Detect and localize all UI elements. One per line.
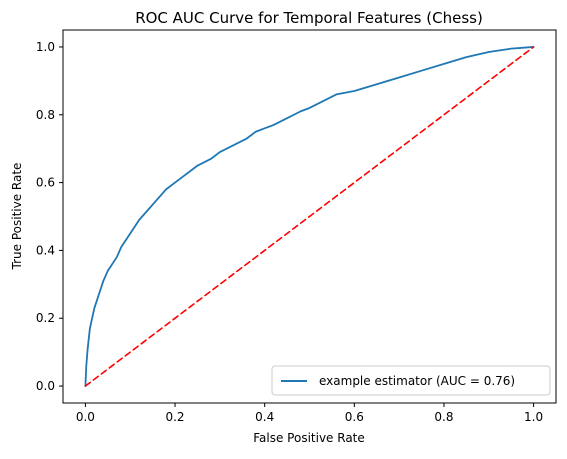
y-tick-label: 0.6 bbox=[36, 176, 55, 190]
legend-label: example estimator (AUC = 0.76) bbox=[319, 374, 515, 388]
diagonal-reference-line bbox=[84, 46, 535, 387]
roc-curve-line bbox=[84, 46, 535, 387]
y-tick-label: 0.0 bbox=[36, 379, 55, 393]
y-tick-label: 0.2 bbox=[36, 311, 55, 325]
x-tick-label: 0.8 bbox=[434, 410, 453, 424]
y-tick-label: 1.0 bbox=[36, 40, 55, 54]
x-axis-label: False Positive Rate bbox=[253, 431, 365, 445]
legend: example estimator (AUC = 0.76) bbox=[271, 365, 551, 396]
plot-area-frame bbox=[62, 29, 557, 404]
x-axis: 0.0 0.2 0.4 0.6 0.8 1.0 bbox=[76, 403, 543, 424]
legend-box bbox=[271, 365, 551, 396]
x-tick-label: 0.0 bbox=[76, 410, 95, 424]
x-tick-label: 0.2 bbox=[165, 410, 184, 424]
x-tick-label: 1.0 bbox=[524, 410, 543, 424]
y-axis-label: True Positive Rate bbox=[10, 163, 24, 271]
series-layer bbox=[84, 46, 535, 387]
y-tick-label: 0.8 bbox=[36, 108, 55, 122]
x-tick-label: 0.4 bbox=[255, 410, 274, 424]
chart-title: ROC AUC Curve for Temporal Features (Che… bbox=[135, 9, 483, 27]
y-axis: 0.0 0.2 0.4 0.6 0.8 1.0 bbox=[36, 40, 63, 393]
x-tick-label: 0.6 bbox=[345, 410, 364, 424]
y-tick-label: 0.4 bbox=[36, 243, 55, 257]
